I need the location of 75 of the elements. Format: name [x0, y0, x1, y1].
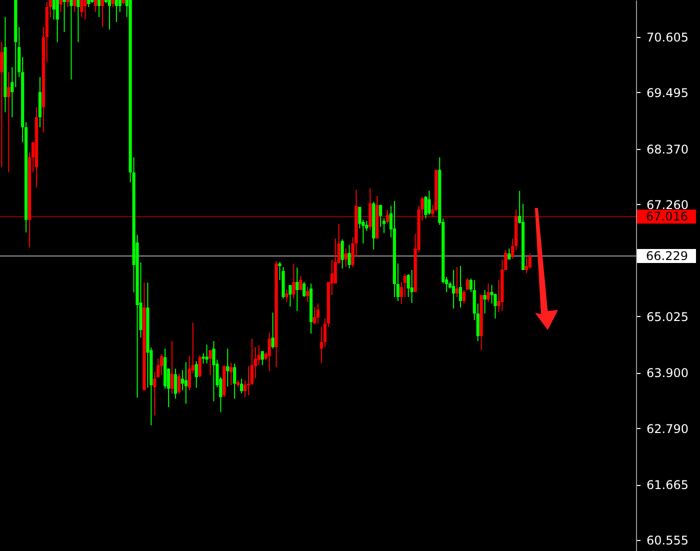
candlestick — [118, 0, 122, 13]
candlestick — [452, 269, 456, 310]
candlestick — [70, 0, 73, 80]
candlestick — [62, 0, 66, 33]
candlestick — [98, 0, 101, 18]
y-tick-label: 65.025 — [646, 310, 688, 324]
candlestick — [170, 340, 174, 394]
candlestick — [240, 378, 244, 394]
candlestick — [212, 340, 216, 402]
candlestick — [114, 0, 118, 23]
candlestick — [340, 238, 344, 269]
ref-line-label: 66.229 — [646, 249, 688, 264]
candlestick — [455, 266, 459, 298]
candlestick — [528, 252, 532, 269]
candlestick — [524, 256, 528, 274]
y-tick-label: 60.555 — [646, 534, 688, 548]
candlestick — [386, 209, 390, 224]
candlestick — [299, 276, 302, 291]
candlestick — [316, 303, 320, 324]
ref-line-label: 67.016 — [646, 210, 688, 224]
candlestick — [285, 289, 288, 303]
candlestick — [160, 354, 164, 376]
y-tick-label: 70.605 — [646, 30, 688, 44]
candlestick — [260, 350, 264, 366]
candlestick — [379, 204, 382, 228]
candlestick — [296, 266, 299, 312]
y-tick-label: 62.790 — [646, 422, 688, 436]
candlestick — [174, 368, 178, 400]
candlestick — [73, 0, 76, 13]
candlestick — [84, 0, 87, 20]
candlestick — [462, 290, 466, 304]
candlestick — [108, 0, 112, 30]
candlestick — [508, 248, 511, 260]
y-tick-label: 67.260 — [646, 198, 688, 212]
candlestick — [226, 348, 230, 388]
candlestick — [288, 284, 292, 308]
candlestick — [202, 352, 205, 364]
candlestick — [302, 282, 306, 298]
candlestick — [368, 188, 372, 230]
candlestick — [428, 190, 431, 216]
candlestick — [184, 362, 188, 404]
candlestick — [194, 360, 198, 388]
candlestick — [233, 363, 236, 400]
y-tick-label: 68.370 — [646, 142, 688, 156]
candlestick — [268, 332, 271, 372]
y-tick-label: 69.495 — [646, 86, 688, 100]
candlestick — [100, 0, 104, 28]
candlestick — [56, 0, 59, 43]
candlestick — [292, 263, 296, 300]
candlestick — [52, 0, 56, 20]
candlestick — [177, 373, 181, 394]
candlestick — [205, 344, 208, 364]
candlestick — [344, 248, 348, 268]
candlestick — [410, 269, 414, 304]
candlestick — [76, 0, 80, 43]
y-tick-label: 63.900 — [646, 366, 688, 380]
candlestick — [424, 195, 428, 219]
y-tick-label: 61.665 — [646, 478, 688, 492]
candlestick — [7, 72, 10, 173]
candlestick — [466, 278, 469, 291]
candlestick — [312, 306, 316, 324]
candlestick — [382, 218, 386, 234]
candlestick — [59, 0, 62, 13]
candlestick — [306, 286, 310, 303]
candlestick — [230, 362, 233, 386]
candlestick — [0, 42, 4, 168]
candlestick — [198, 354, 202, 378]
candlestick — [483, 290, 486, 314]
candlestick — [80, 0, 84, 18]
candlestick — [271, 312, 274, 350]
candlestick — [208, 350, 212, 376]
candlestick — [486, 283, 490, 303]
candlestick — [94, 0, 98, 13]
candlestick — [458, 265, 462, 308]
candlestick — [348, 244, 351, 269]
